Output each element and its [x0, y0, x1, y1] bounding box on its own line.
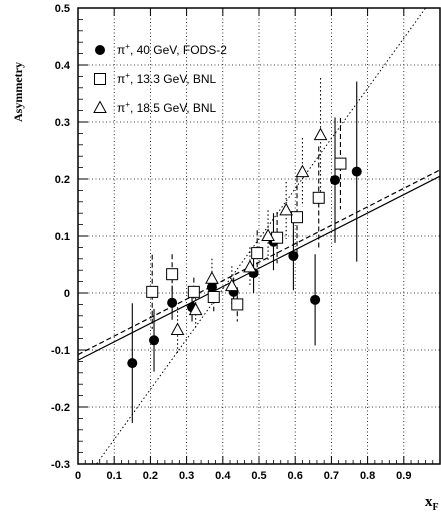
data-point-series-3: [313, 127, 328, 141]
x-tick-label: 0.3: [179, 470, 194, 482]
legend-label-series-2: π+, 13.3 GeV, BNL: [117, 71, 217, 86]
legend-marker-series-1: [95, 45, 105, 55]
data-point-series-1: [167, 297, 178, 308]
legend-marker-series-2: [94, 73, 106, 85]
data-point-series-3: [188, 302, 203, 316]
data-point-series-2: [231, 298, 244, 311]
fit-line-dashed: [78, 169, 440, 356]
data-point-series-3: [243, 259, 257, 273]
data-point-series-3: [295, 164, 310, 178]
y-tick-label: 0.3: [55, 117, 70, 129]
data-point-series-1: [127, 358, 138, 369]
x-tick-label: 0.8: [360, 470, 375, 482]
grid: [78, 8, 440, 464]
axes: 0 0.1 0.2 0.3 0.4 0.5 0.6 0.7 0.8 0.9 -0.3 -0.2 -0.1…: [51, 3, 434, 482]
x-axis-title-main: x: [425, 494, 433, 510]
data-point-series-2: [166, 268, 179, 281]
y-tick-label: 0.2: [55, 174, 70, 186]
data-point-series-2: [187, 285, 200, 298]
data-point-series-2: [312, 191, 325, 204]
x-tick-label: 0.6: [288, 470, 303, 482]
data-point-series-3: [170, 322, 185, 336]
y-tick-label: 0.5: [55, 3, 70, 15]
y-tick-label: 0: [64, 288, 70, 300]
y-tick-label: 0.4: [55, 60, 71, 72]
legend: π+, 40 GeV, FODS-2 π+, 13.3 GeV, BNL π+, 1…: [93, 42, 227, 115]
legend-label-series-1: π+, 40 GeV, FODS-2: [117, 42, 227, 57]
x-axis-title-subscript: F: [433, 502, 439, 513]
fit-line-dotted: [95, 8, 427, 464]
data-point-series-3: [225, 278, 239, 292]
data-point-series-1: [149, 335, 160, 346]
data-point-series-2: [146, 285, 159, 298]
data-point-series-2: [334, 157, 347, 170]
data-point-series-3: [205, 271, 219, 284]
data-point-series-3: [279, 202, 293, 216]
data-markers: [127, 127, 362, 369]
y-tick-label: -0.2: [51, 402, 70, 414]
x-tick-label: 0: [75, 470, 81, 482]
legend-marker-series-3: [93, 100, 107, 113]
data-point-series-1: [351, 166, 362, 177]
fit-lines: [78, 8, 440, 464]
x-tick-label: 0.5: [251, 470, 266, 482]
data-point-series-2: [271, 231, 284, 244]
error-bars: [131, 78, 358, 423]
data-point-series-2: [291, 211, 304, 224]
x-tick-label: 0.9: [396, 470, 411, 482]
data-point-series-1: [206, 282, 217, 293]
data-point-series-1: [310, 294, 321, 305]
data-point-series-1: [288, 250, 299, 261]
data-point-series-1: [330, 175, 341, 186]
y-tick-label: 0.1: [55, 231, 70, 243]
data-point-series-2: [207, 290, 220, 303]
legend-label-series-3: π+, 18.5 GeV, BNL: [117, 100, 217, 115]
y-axis-title: Asymmetry: [11, 62, 25, 122]
y-tick-label: -0.3: [51, 459, 70, 471]
data-point-series-2: [251, 247, 264, 260]
fit-line-solid: [78, 175, 440, 361]
x-tick-label: 0.1: [107, 470, 122, 482]
data-point-series-3: [261, 228, 275, 241]
y-tick-label: -0.1: [51, 345, 70, 357]
x-tick-label: 0.7: [324, 470, 339, 482]
x-tick-label: 0.2: [143, 470, 158, 482]
x-axis-title: xF: [425, 494, 439, 513]
x-tick-label: 0.4: [215, 470, 231, 482]
